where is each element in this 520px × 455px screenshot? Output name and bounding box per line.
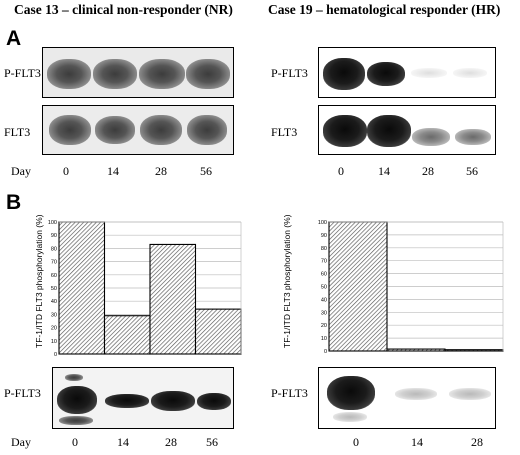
right-flt3-blot: [318, 105, 496, 155]
day-tick: 14: [378, 164, 390, 178]
y-tick-label: 30: [51, 312, 57, 318]
y-tick-label: 70: [51, 260, 57, 266]
y-tick-label: 10: [51, 339, 57, 345]
blot-band: [59, 416, 93, 425]
y-tick-label: 50: [51, 286, 57, 292]
y-tick-label: 10: [321, 336, 327, 342]
blot-band: [412, 128, 450, 146]
bar: [103, 315, 151, 355]
left-bar-chart: 0 10 20 30 40 50 60 70 80 90 100: [48, 220, 242, 358]
y-tick-label: 30: [321, 310, 327, 316]
blot-band: [327, 376, 375, 410]
y-tick-label: 0: [324, 349, 327, 355]
blot-band: [187, 115, 227, 145]
left-pflt3-label-b: P-FLT3: [4, 386, 41, 400]
right-bar-chart: 0 10 20 30 40 50 60 70 80 90 100: [318, 220, 504, 355]
blot-band: [186, 59, 230, 89]
blot-band: [411, 68, 447, 78]
day-tick: 28: [471, 435, 483, 449]
y-tick-label: 100: [48, 220, 57, 226]
blot-band: [105, 394, 149, 408]
blot-band: [93, 59, 137, 89]
day-tick: 0: [63, 164, 69, 178]
right-case-title: Case 19 – hematological responder (HR): [268, 2, 501, 17]
blot-band: [95, 116, 135, 144]
blot-band: [197, 393, 231, 410]
y-tick-label: 20: [51, 326, 57, 332]
y-tick-label: 40: [321, 297, 327, 303]
blot-band: [139, 59, 185, 89]
left-y-axis-label: TF-1/ITD FLT3 phosphorylation (%): [34, 214, 44, 348]
blot-band: [47, 59, 91, 89]
bar: [328, 221, 388, 352]
day-tick: 28: [155, 164, 167, 178]
right-pflt3-label: P-FLT3: [271, 66, 308, 80]
day-tick: 56: [206, 435, 218, 449]
day-tick: 28: [165, 435, 177, 449]
day-tick: 14: [117, 435, 129, 449]
blot-band: [333, 412, 367, 422]
y-tick-label: 20: [321, 323, 327, 329]
blot-band: [449, 388, 491, 400]
day-tick: 0: [72, 435, 78, 449]
blot-band: [140, 115, 182, 145]
bar: [194, 308, 242, 355]
y-tick-label: 80: [321, 246, 327, 252]
blot-band: [323, 58, 365, 90]
left-day-label-b: Day: [11, 435, 31, 449]
blot-band: [455, 129, 491, 145]
blot-band: [367, 62, 405, 86]
day-tick: 56: [466, 164, 478, 178]
right-pflt3-blot: [318, 47, 496, 98]
bar: [58, 221, 106, 355]
day-tick: 0: [338, 164, 344, 178]
right-flt3-label: FLT3: [271, 125, 298, 139]
left-flt3-blot: [42, 105, 234, 155]
blot-band: [57, 386, 97, 414]
panel-b-letter: B: [6, 191, 22, 214]
blot-band: [151, 391, 195, 411]
day-tick: 28: [422, 164, 434, 178]
y-tick-label: 60: [51, 273, 57, 279]
blot-band: [453, 68, 487, 78]
y-tick-label: 70: [321, 259, 327, 265]
y-tick-label: 90: [51, 233, 57, 239]
left-pflt3-blot-b: [52, 367, 234, 429]
y-tick-label: 100: [318, 220, 327, 226]
day-tick: 0: [353, 435, 359, 449]
y-tick-label: 80: [51, 246, 57, 252]
blot-band: [395, 388, 437, 400]
left-case-title: Case 13 – clinical non-responder (NR): [14, 2, 233, 17]
right-y-axis-label: TF-1/ITD FLT3 phosphorylation (%): [282, 214, 292, 348]
left-pflt3-blot: [42, 47, 234, 98]
blot-band: [367, 115, 411, 147]
right-pflt3-blot-b: [318, 367, 496, 429]
day-tick: 56: [200, 164, 212, 178]
day-tick: 14: [411, 435, 423, 449]
day-tick: 14: [107, 164, 119, 178]
left-day-label-a: Day: [11, 164, 31, 178]
left-pflt3-label: P-FLT3: [4, 66, 41, 80]
blot-band: [49, 115, 91, 145]
right-pflt3-label-b: P-FLT3: [271, 386, 308, 400]
left-flt3-label: FLT3: [4, 125, 31, 139]
y-tick-label: 90: [321, 233, 327, 239]
blot-band: [65, 374, 83, 381]
y-tick-label: 50: [321, 285, 327, 291]
y-tick-label: 40: [51, 299, 57, 305]
panel-a-letter: A: [6, 27, 22, 50]
y-tick-label: 0: [54, 352, 57, 358]
bar: [149, 243, 197, 355]
blot-band: [323, 115, 367, 147]
y-tick-label: 60: [321, 272, 327, 278]
